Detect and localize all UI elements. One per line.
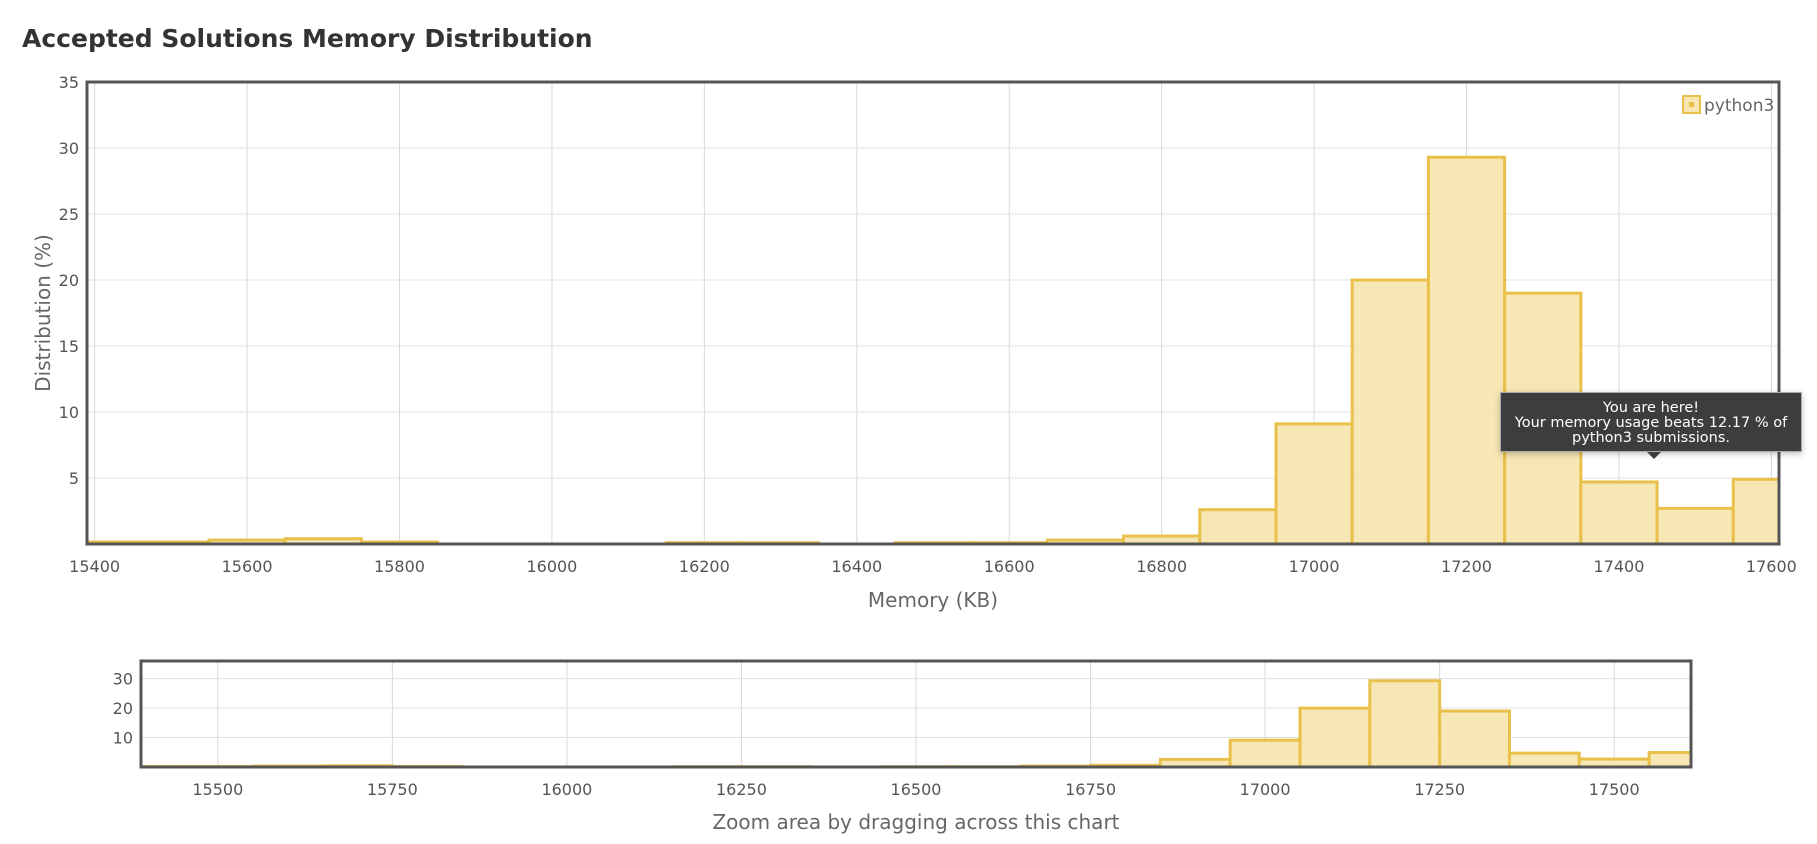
main-bar[interactable] xyxy=(1731,477,1781,546)
main-y-tick-label: 25 xyxy=(59,205,79,224)
navigator-x-tick-label: 16250 xyxy=(716,780,767,799)
navigator-y-tick-label: 30 xyxy=(113,670,133,689)
main-x-tick-label: 15800 xyxy=(374,557,425,576)
navigator-x-tick-label: 16000 xyxy=(541,780,592,799)
main-plot-frame xyxy=(85,80,1781,546)
navigator-plot-frame xyxy=(139,659,1693,769)
navigator-x-tick-label: 17500 xyxy=(1589,780,1640,799)
navigator-bar[interactable] xyxy=(1438,709,1511,769)
navigator-x-tick-label: 17250 xyxy=(1414,780,1465,799)
navigator-bar[interactable] xyxy=(1368,679,1442,769)
main-y-tick-label: 5 xyxy=(69,469,79,488)
chart-title: Accepted Solutions Memory Distribution xyxy=(22,24,593,53)
main-bar[interactable] xyxy=(1198,508,1278,546)
tooltip-line-3: python3 submissions. xyxy=(1571,430,1731,446)
main-y-tick-label: 35 xyxy=(59,73,79,92)
main-x-tick-label: 17600 xyxy=(1746,557,1797,576)
main-x-axis-label: Memory (KB) xyxy=(868,588,998,612)
legend-label: python3 xyxy=(1704,96,1774,116)
main-bar[interactable] xyxy=(1350,278,1430,546)
navigator-bar[interactable] xyxy=(1647,751,1693,769)
main-bar[interactable] xyxy=(1274,422,1354,546)
tooltip-line-2: Your memory usage beats 12.17 % of xyxy=(1514,415,1788,431)
main-x-tick-label: 15400 xyxy=(69,557,120,576)
navigator-chart: 15500 15750 16000 16250 16500 16750 17000 17250… xyxy=(113,659,1693,834)
main-y-tick-label: 30 xyxy=(59,139,79,158)
main-y-tick-label: 15 xyxy=(59,337,79,356)
main-x-tick-label: 16800 xyxy=(1136,557,1187,576)
navigator-x-tick-label: 15750 xyxy=(367,780,418,799)
navigator-y-tick-label: 10 xyxy=(113,729,133,748)
navigator-bar[interactable] xyxy=(1228,738,1302,769)
navigator-x-tick-label: 15500 xyxy=(192,780,243,799)
main-x-tick-label: 16400 xyxy=(831,557,882,576)
tooltip-line-1: You are here! xyxy=(1602,400,1700,416)
navigator-x-axis-label: Zoom area by dragging across this chart xyxy=(712,810,1119,834)
main-x-tick-label: 17200 xyxy=(1441,557,1492,576)
main-bar[interactable] xyxy=(1655,506,1735,546)
legend-swatch-dot xyxy=(1689,102,1694,107)
main-x-tick-label: 16000 xyxy=(526,557,577,576)
navigator-x-tick-label: 16500 xyxy=(891,780,942,799)
tooltip-pointer xyxy=(1647,452,1661,459)
main-chart: 15400 15600 15800 16000 16200 16400 16600 16800… xyxy=(31,73,1797,612)
main-x-tick-label: 17400 xyxy=(1593,557,1644,576)
main-x-tick-label: 16600 xyxy=(984,557,1035,576)
navigator-bar[interactable] xyxy=(1507,751,1581,769)
main-y-tick-label: 20 xyxy=(59,271,79,290)
main-x-tick-label: 15600 xyxy=(222,557,273,576)
navigator-y-tick-label: 20 xyxy=(113,699,133,718)
navigator-x-tick-label: 17000 xyxy=(1240,780,1291,799)
main-x-tick-label: 16200 xyxy=(679,557,730,576)
main-x-tick-label: 17000 xyxy=(1289,557,1340,576)
navigator-bar[interactable] xyxy=(1298,706,1372,769)
main-y-tick-label: 10 xyxy=(59,403,79,422)
navigator-x-tick-label: 16750 xyxy=(1065,780,1116,799)
you-are-here-tooltip: You are here! Your memory usage beats 12… xyxy=(1500,392,1802,452)
main-bar[interactable] xyxy=(1426,155,1507,546)
legend[interactable]: python3 xyxy=(1682,95,1774,116)
main-y-axis-label: Distribution (%) xyxy=(31,234,55,392)
main-bar[interactable] xyxy=(1579,480,1659,546)
